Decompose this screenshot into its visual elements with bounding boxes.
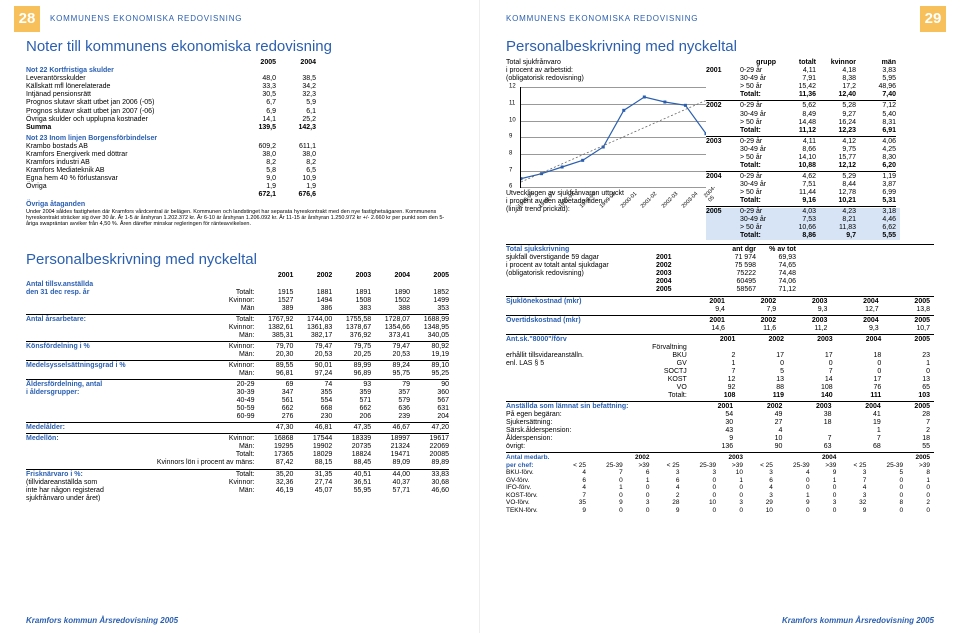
sjukskriv-h: Total sjukskrivning (506, 246, 656, 254)
sjuklone-row: Sjuklönekostnad (mkr) 20012002 20032004 … (506, 298, 934, 314)
sjukskriv-s3: (obligatorisk redovisning) (506, 270, 656, 278)
page-28: 28 KOMMUNENS EKONOMISKA REDOVISNING Note… (0, 0, 480, 633)
overtid-row: Övertidskostnad (mkr) 20012002 20032004 … (506, 317, 934, 333)
chart-cap3: (linjär trend prickad): (506, 206, 706, 214)
medarb-table: Antal medarb. 2002 2003 2004 2005 per ch… (506, 454, 934, 514)
lamnat-table: Anställda som lämnat sin befattning: 200… (506, 403, 934, 451)
page-number-left: 28 (14, 6, 40, 32)
not23-table: Not 23 Inom linjen Borgensförbindelser K… (26, 135, 320, 199)
footer-left: Kramfors kommun Årsredovisning 2005 (26, 616, 453, 625)
ovriga-ataganden: Övriga åtaganden (26, 201, 453, 209)
sjukfran-table: grupp totalt kvinnor män 20010-29 år4,11… (706, 59, 900, 240)
section-header-left: KOMMUNENS EKONOMISKA REDOVISNING (50, 14, 242, 23)
sjukskriv-s2: i procent av totalt antal sjukdagar (506, 262, 656, 270)
antal-table: 2001 2002 2003 2004 2005 Antal tillsv.an… (26, 272, 453, 502)
sjukfran-h1: Total sjukfrånvaro (506, 59, 706, 67)
footer-right: Kramfors kommun Årsredovisning 2005 (506, 616, 934, 625)
title-right: Personalbeskrivning med nyckeltal (506, 38, 934, 55)
trend-chart: 67891011121995-961996-971997-981998-9919… (520, 87, 706, 188)
page-29: 29 KOMMUNENS EKONOMISKA REDOVISNING Pers… (480, 0, 960, 633)
sjukskriv-s1: sjukfall överstigande 59 dagar (506, 254, 656, 262)
title-left: Noter till kommunens ekonomiska redovisn… (26, 38, 453, 55)
not23-fineprint: Under 2004 såldes fastigheten där Kramfo… (26, 209, 453, 227)
title2-left: Personalbeskrivning med nyckeltal (26, 251, 453, 268)
section-header-right: KOMMUNENS EKONOMISKA REDOVISNING (506, 14, 698, 23)
page-number-right: 29 (920, 6, 946, 32)
sjukskriv-table: ant dgr% av tot 200171 97469,93200275 59… (656, 246, 800, 294)
sjukfran-h3: (obligatorisk redovisning) (506, 75, 706, 83)
antsk-table: Ant.sk."8000"/förv 20012002 20032004 200… (506, 336, 934, 400)
not22-table: 2005 2004 Not 22 Kortfristiga skulder Le… (26, 59, 320, 131)
sjukfran-h2: i procent av arbetstid: (506, 67, 706, 75)
